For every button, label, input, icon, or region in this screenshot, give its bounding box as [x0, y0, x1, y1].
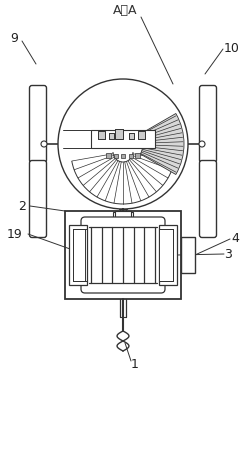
Bar — [181, 237, 195, 273]
Bar — [97, 131, 105, 139]
Text: 9: 9 — [10, 33, 18, 45]
Bar — [108, 133, 113, 139]
Circle shape — [41, 141, 47, 147]
Bar — [97, 131, 105, 139]
Circle shape — [199, 141, 205, 147]
Bar — [135, 153, 139, 158]
Bar — [115, 129, 123, 139]
Bar — [115, 129, 123, 139]
Text: 3: 3 — [224, 247, 232, 261]
Bar — [115, 211, 131, 217]
Bar — [128, 133, 134, 139]
Text: 19: 19 — [7, 227, 23, 241]
Bar — [69, 225, 87, 285]
Bar — [138, 131, 144, 139]
Bar — [91, 130, 155, 148]
Bar — [114, 154, 118, 158]
FancyBboxPatch shape — [81, 217, 165, 293]
Bar — [73, 229, 85, 281]
Bar — [106, 153, 110, 158]
Text: 1: 1 — [131, 357, 139, 370]
Bar — [121, 154, 125, 158]
Text: 4: 4 — [231, 232, 239, 246]
Text: A－A: A－A — [113, 5, 137, 18]
Bar — [159, 225, 177, 285]
Bar — [65, 211, 181, 299]
Bar — [128, 133, 134, 139]
Text: 2: 2 — [18, 199, 26, 212]
Bar — [113, 212, 133, 226]
Bar — [108, 133, 113, 139]
Circle shape — [58, 79, 188, 209]
FancyBboxPatch shape — [200, 85, 216, 163]
FancyBboxPatch shape — [30, 161, 46, 237]
Wedge shape — [140, 114, 184, 174]
Text: 10: 10 — [224, 43, 240, 55]
Bar — [159, 229, 173, 281]
FancyBboxPatch shape — [200, 161, 216, 237]
FancyBboxPatch shape — [30, 85, 46, 163]
Bar — [138, 131, 144, 139]
Bar — [129, 154, 133, 158]
